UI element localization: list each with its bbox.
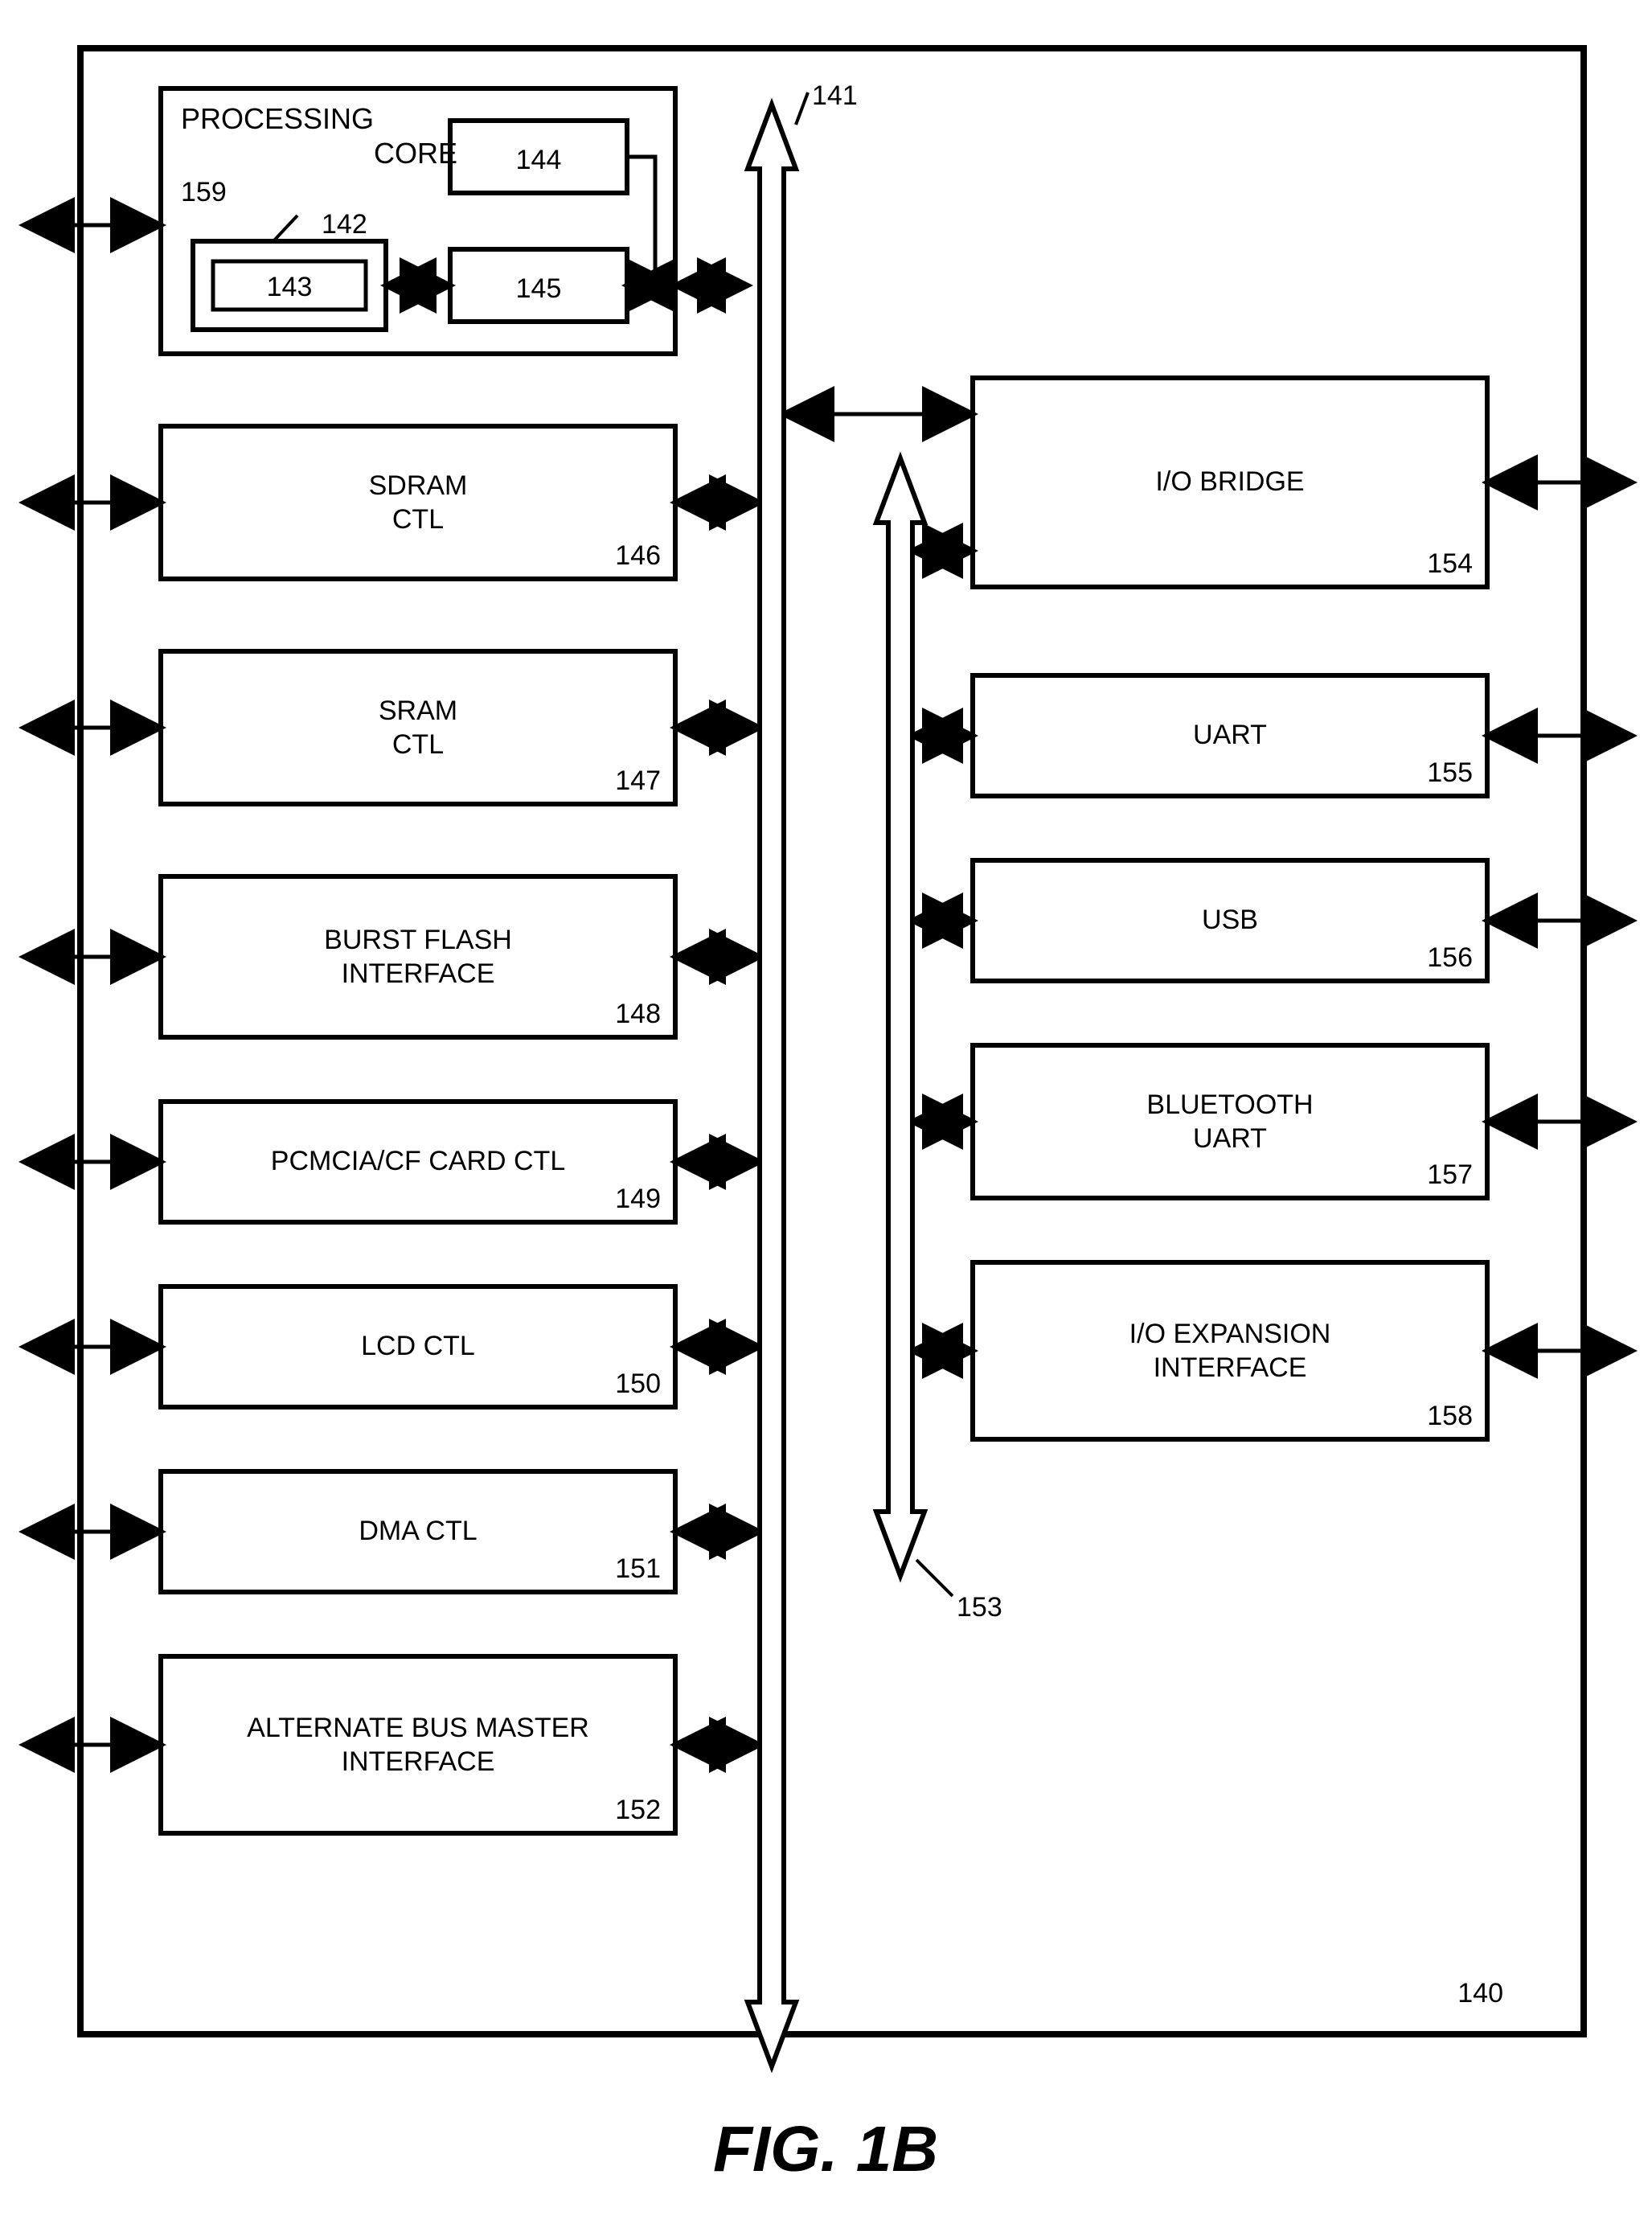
block-151: DMA CTL 151 [161, 1471, 675, 1592]
block-diagram: 140 PROCESSINGCORE 159 144 145 143 142 S… [0, 0, 1652, 2224]
block-ref: 152 [615, 1795, 661, 1825]
bus-141 [748, 105, 796, 2066]
block-ref: 149 [615, 1184, 661, 1214]
block-label: UART [1193, 720, 1267, 750]
block-label: ALTERNATE BUS MASTERINTERFACE [247, 1713, 589, 1777]
block-ref: 154 [1427, 548, 1473, 579]
ref-159: 159 [181, 177, 227, 207]
block-label: DMA CTL [359, 1516, 477, 1546]
block-158: I/O EXPANSIONINTERFACE 158 [973, 1262, 1487, 1439]
block-label: I/O EXPANSIONINTERFACE [1129, 1319, 1331, 1383]
block-147: SRAMCTL 147 [161, 651, 675, 804]
outer-ref: 140 [1457, 1978, 1503, 2009]
block-label: LCD CTL [361, 1331, 475, 1361]
block-ref: 155 [1427, 757, 1473, 788]
block-156: USB 156 [973, 860, 1487, 981]
svg-text:PROCESSINGCORE: PROCESSINGCORE [181, 102, 457, 170]
block-ref: 158 [1427, 1401, 1473, 1431]
ref-144: 144 [516, 145, 562, 175]
block-label: SDRAMCTL [369, 470, 468, 535]
block-label: BURST FLASHINTERFACE [324, 925, 512, 989]
figure-caption: FIG. 1B [713, 2113, 938, 2185]
block-146: SDRAMCTL 146 [161, 426, 675, 579]
block-ref: 150 [615, 1368, 661, 1399]
block-label: BLUETOOTHUART [1146, 1089, 1313, 1154]
block-label: USB [1202, 905, 1258, 935]
processing-core-title: PROCESSINGCORE [181, 102, 457, 170]
block-152: ALTERNATE BUS MASTERINTERFACE 152 [161, 1656, 675, 1833]
block-ref: 148 [615, 999, 661, 1029]
block-ref: 157 [1427, 1159, 1473, 1190]
block-label: I/O BRIDGE [1155, 466, 1304, 497]
processing-core: PROCESSINGCORE 159 144 145 143 142 [161, 88, 675, 354]
block-ref: 146 [615, 540, 661, 571]
ref-141: 141 [812, 80, 858, 111]
block-149: PCMCIA/CF CARD CTL 149 [161, 1102, 675, 1222]
block-ref: 151 [615, 1553, 661, 1584]
ref-153: 153 [957, 1592, 1002, 1623]
ref-143: 143 [267, 272, 313, 302]
ref-145: 145 [516, 273, 562, 304]
block-155: UART 155 [973, 675, 1487, 796]
block-label: PCMCIA/CF CARD CTL [271, 1146, 565, 1176]
block-157: BLUETOOTHUART 157 [973, 1045, 1487, 1198]
left-column: SDRAMCTL 146 SRAMCTL 147 BURST FLASHINTERFAC… [24, 426, 760, 1833]
block-label: SRAMCTL [379, 696, 457, 760]
bus-153 [876, 458, 924, 1576]
block-ref: 147 [615, 765, 661, 796]
block-154: I/O BRIDGE 154 [973, 378, 1487, 587]
ref-142: 142 [322, 209, 367, 240]
block-ref: 156 [1427, 942, 1473, 973]
block-150: LCD CTL 150 [161, 1286, 675, 1407]
block-148: BURST FLASHINTERFACE 148 [161, 876, 675, 1037]
